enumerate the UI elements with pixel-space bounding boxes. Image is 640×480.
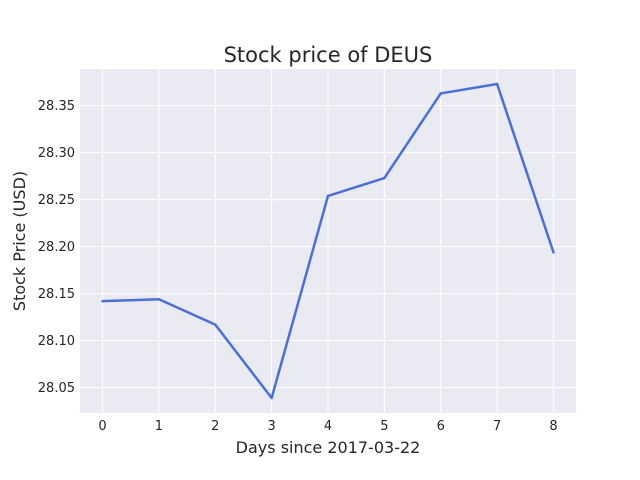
- y-tick-label: 28.10: [38, 334, 75, 349]
- data-point: [101, 299, 104, 303]
- x-tick-label: 8: [549, 419, 557, 434]
- x-tick-label: 2: [211, 419, 219, 434]
- x-tick-label: 5: [380, 419, 388, 434]
- data-point: [214, 323, 217, 326]
- x-tick-label: 3: [267, 419, 275, 434]
- y-tick-labels: 28.05 28.10 28.15 28.20 28.25 28.30 28.35: [38, 99, 75, 396]
- y-tick-label: 28.30: [38, 146, 75, 161]
- data-point: [157, 298, 161, 301]
- y-axis-label: Stock Price (USD): [10, 171, 29, 311]
- y-tick-label: 28.15: [38, 287, 75, 302]
- x-tick-label: 6: [437, 419, 445, 434]
- data-point: [383, 176, 386, 180]
- data-point: [552, 251, 555, 254]
- series-layer: [101, 82, 555, 400]
- y-tick-label: 28.35: [38, 99, 75, 114]
- data-point: [495, 82, 499, 86]
- x-tick-label: 7: [493, 419, 501, 434]
- x-tick-label: 1: [155, 419, 163, 434]
- data-point: [326, 194, 330, 198]
- x-tick-label: 0: [98, 419, 106, 434]
- chart-title: Stock price of DEUS: [224, 43, 433, 67]
- data-point: [439, 92, 442, 95]
- y-tick-label: 28.25: [38, 193, 75, 208]
- y-tick-label: 28.20: [38, 240, 75, 255]
- x-tick-labels: 0 1 2 3 4 5 6 7 8: [98, 419, 557, 434]
- data-point: [270, 396, 273, 400]
- y-tick-label: 28.05: [38, 381, 75, 396]
- x-axis-label: Days since 2017-03-22: [236, 438, 421, 457]
- x-tick-label: 4: [324, 419, 332, 434]
